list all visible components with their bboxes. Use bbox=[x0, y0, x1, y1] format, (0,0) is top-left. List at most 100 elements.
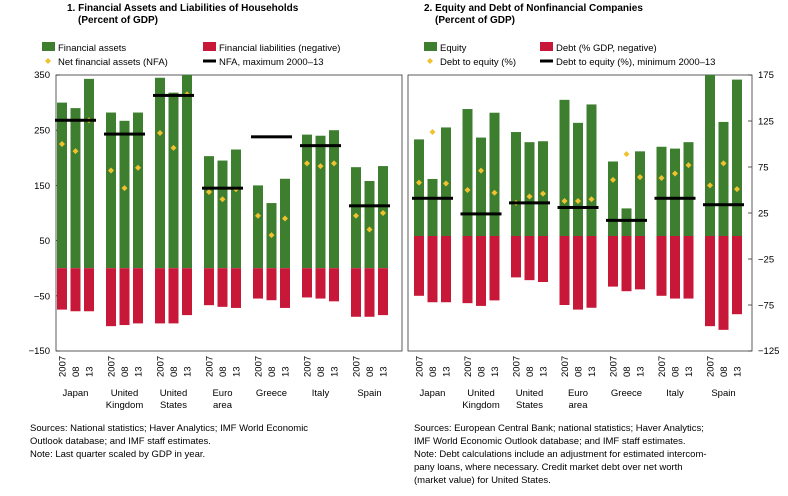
category-label: States bbox=[160, 400, 187, 411]
x-year-label: 2007 bbox=[657, 356, 668, 377]
x-year-label: 2007 bbox=[352, 356, 363, 377]
x-year-label: 13 bbox=[587, 366, 598, 377]
y-tick-label: 350 bbox=[34, 70, 50, 81]
y-tick-label: −150 bbox=[29, 346, 50, 357]
panel1-note-line: Note: Last quarter scaled by GDP in year… bbox=[30, 449, 205, 460]
bar-positive bbox=[538, 141, 548, 236]
panel1-title: 1. Financial Assets and Liabilities of H… bbox=[67, 3, 299, 14]
x-year-label: 08 bbox=[267, 366, 278, 377]
bar-negative bbox=[168, 268, 179, 324]
bar-negative bbox=[351, 268, 361, 317]
bar-positive bbox=[155, 77, 165, 269]
reference-line bbox=[606, 218, 647, 222]
bar-positive bbox=[364, 180, 375, 269]
x-year-label: 2007 bbox=[609, 356, 620, 377]
x-year-label: 13 bbox=[281, 366, 292, 377]
bar-negative bbox=[204, 268, 214, 306]
diamond-marker bbox=[478, 167, 484, 174]
x-year-label: 2007 bbox=[58, 356, 69, 377]
bar-negative bbox=[427, 236, 438, 303]
bar-negative bbox=[524, 236, 535, 281]
diamond-marker bbox=[623, 151, 630, 158]
x-year-label: 13 bbox=[379, 366, 390, 377]
x-year-label: 08 bbox=[719, 366, 730, 377]
reference-line bbox=[654, 196, 696, 200]
diamond-marker bbox=[658, 175, 665, 182]
category-label: United bbox=[160, 388, 187, 399]
bar-negative bbox=[462, 236, 473, 304]
category-label: Greece bbox=[256, 388, 287, 399]
bar-positive bbox=[302, 134, 312, 269]
bar-positive bbox=[119, 120, 130, 269]
diamond-marker bbox=[59, 141, 65, 147]
panel2-note-line: pany loans, where necessary. Credit mark… bbox=[414, 462, 683, 473]
x-year-label: 08 bbox=[671, 366, 682, 377]
plot-frame bbox=[55, 74, 403, 352]
reference-line bbox=[412, 196, 453, 200]
diamond-marker bbox=[720, 160, 727, 167]
bar-negative bbox=[217, 268, 228, 307]
legend-marker-debt-to-equity bbox=[427, 58, 433, 64]
bar-positive bbox=[427, 178, 438, 236]
bar-negative bbox=[231, 268, 241, 308]
bar-negative bbox=[670, 236, 680, 299]
x-year-label: 08 bbox=[574, 366, 585, 377]
diamond-marker bbox=[135, 164, 141, 171]
category-label: Euro bbox=[568, 388, 588, 399]
panel2-note-line: (market value) for United States. bbox=[414, 475, 551, 486]
bar-positive bbox=[84, 78, 94, 269]
diamond-marker bbox=[526, 193, 533, 200]
x-year-label: 2007 bbox=[156, 356, 167, 377]
bar-positive bbox=[70, 108, 81, 269]
reference-line bbox=[460, 212, 502, 216]
diamond-marker bbox=[443, 180, 449, 187]
diamond-marker bbox=[416, 179, 422, 186]
bar-positive bbox=[253, 185, 263, 269]
bar-positive bbox=[621, 208, 632, 236]
legend-label-nfa-max: NFA, maximum 2000–13 bbox=[219, 57, 324, 68]
bar-negative bbox=[315, 268, 326, 299]
bar-positive bbox=[315, 135, 326, 269]
bar-negative bbox=[559, 236, 570, 305]
bar-negative bbox=[511, 236, 521, 278]
legend-label-nfa: Net financial assets (NFA) bbox=[58, 57, 168, 68]
x-year-label: 13 bbox=[232, 366, 243, 377]
bar-negative bbox=[155, 268, 165, 324]
reference-line bbox=[300, 144, 341, 148]
bar-negative bbox=[70, 268, 81, 312]
x-year-label: 2007 bbox=[706, 356, 717, 377]
x-year-label: 2007 bbox=[512, 356, 523, 377]
diamond-marker bbox=[575, 198, 581, 205]
bar-negative bbox=[133, 268, 143, 324]
category-label: Italy bbox=[666, 388, 684, 399]
bar-positive bbox=[57, 102, 67, 269]
x-year-label: 2007 bbox=[560, 356, 571, 377]
category-label: Italy bbox=[312, 388, 330, 399]
legend-label-financial-assets: Financial assets bbox=[58, 43, 126, 54]
y-tick-label: −25 bbox=[758, 255, 774, 266]
panel2-legend: Equity Debt (% GDP, negative) Debt to eq… bbox=[424, 42, 715, 68]
bar-negative bbox=[378, 268, 388, 316]
category-label: Kingdom bbox=[106, 400, 144, 411]
x-year-label: 08 bbox=[316, 366, 327, 377]
legend-swatch-equity bbox=[424, 42, 437, 51]
bar-positive bbox=[573, 122, 583, 236]
bar-negative bbox=[106, 268, 116, 327]
diamond-marker bbox=[353, 212, 359, 219]
category-label: Spain bbox=[711, 388, 735, 399]
bar-positive bbox=[718, 121, 729, 236]
bar-negative bbox=[732, 236, 742, 315]
diamond-marker bbox=[429, 129, 436, 136]
reference-line bbox=[202, 186, 243, 190]
bar-negative bbox=[182, 268, 192, 316]
x-year-label: 08 bbox=[71, 366, 82, 377]
diamond-marker bbox=[170, 144, 177, 151]
bar-negative bbox=[119, 268, 130, 326]
diamond-marker bbox=[317, 163, 324, 170]
legend-swatch-financial-assets bbox=[42, 42, 55, 51]
x-year-label: 13 bbox=[85, 366, 96, 377]
x-year-label: 08 bbox=[622, 366, 633, 377]
legend-marker-nfa-max bbox=[203, 59, 216, 63]
bar-negative bbox=[621, 236, 632, 292]
